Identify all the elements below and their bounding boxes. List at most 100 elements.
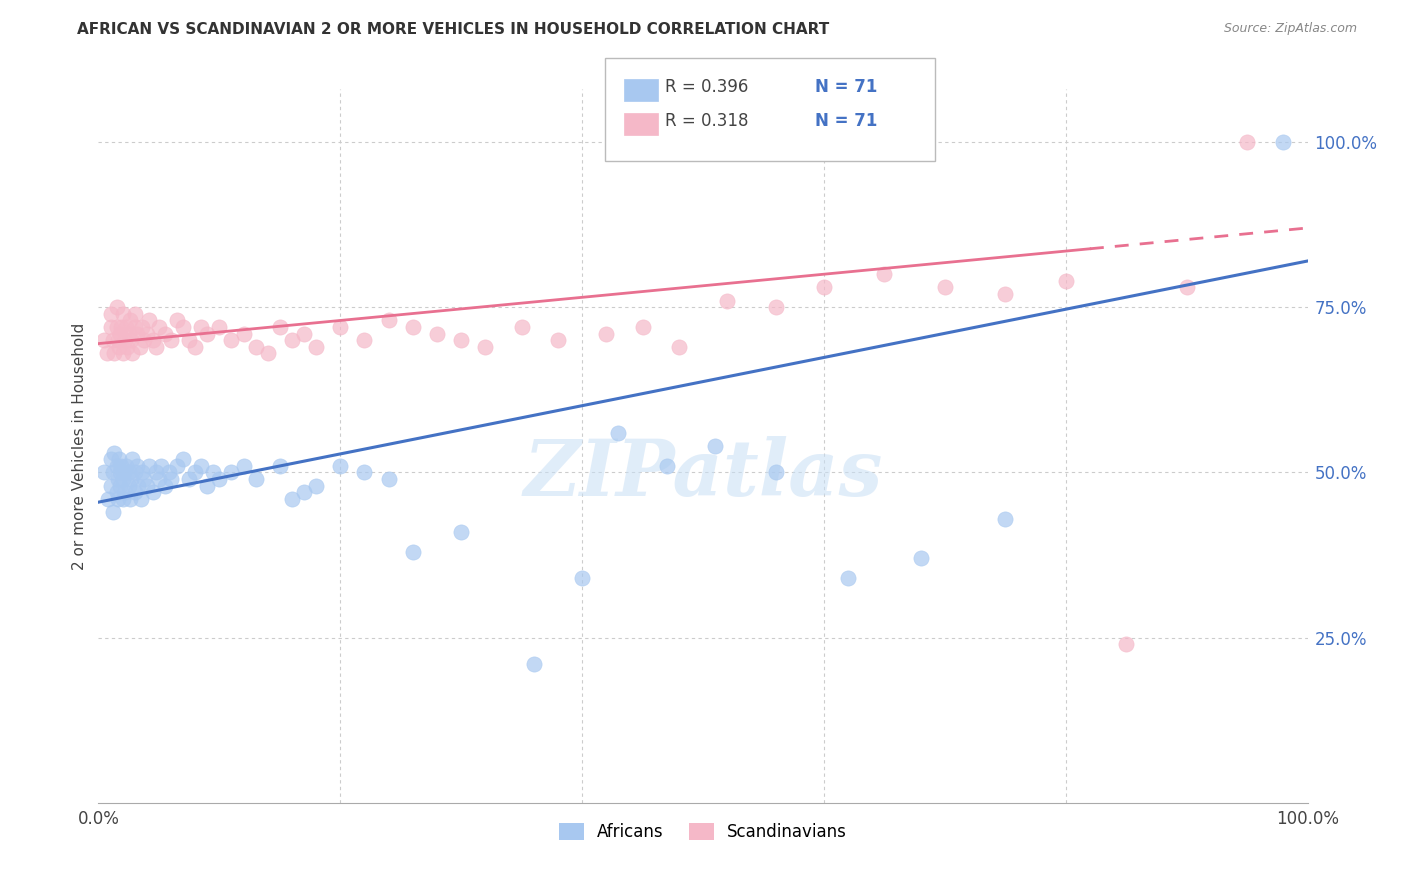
Point xyxy=(208,320,231,334)
Point xyxy=(426,326,449,341)
Point xyxy=(1115,637,1137,651)
Point xyxy=(221,466,243,480)
Point xyxy=(765,466,787,480)
Point xyxy=(118,478,141,492)
Point xyxy=(129,491,152,506)
Point xyxy=(127,458,149,473)
Text: R = 0.396: R = 0.396 xyxy=(665,78,748,96)
Point xyxy=(716,293,738,308)
Point xyxy=(101,505,124,519)
Point xyxy=(127,326,149,341)
Point xyxy=(105,300,128,314)
Point xyxy=(134,472,156,486)
Point xyxy=(595,326,617,341)
Point xyxy=(510,320,533,334)
Point xyxy=(402,545,425,559)
Point xyxy=(107,333,129,347)
Point xyxy=(117,340,139,354)
Point xyxy=(994,287,1017,301)
Point xyxy=(353,466,375,480)
Point xyxy=(166,313,188,327)
Point xyxy=(160,472,183,486)
Point xyxy=(131,320,153,334)
Point xyxy=(195,326,218,341)
Point xyxy=(281,491,304,506)
Point xyxy=(100,452,122,467)
Point xyxy=(124,307,146,321)
Point xyxy=(114,485,136,500)
Point xyxy=(474,340,496,354)
Point xyxy=(93,466,115,480)
Point xyxy=(377,472,399,486)
Point xyxy=(97,491,120,506)
Point xyxy=(128,340,150,354)
Point xyxy=(111,472,134,486)
Point xyxy=(245,472,267,486)
Point xyxy=(232,326,254,341)
Point xyxy=(124,466,146,480)
Point xyxy=(655,458,678,473)
Point xyxy=(547,333,569,347)
Point xyxy=(305,478,328,492)
Point xyxy=(179,333,201,347)
Point xyxy=(135,478,157,492)
Point xyxy=(873,267,896,281)
Point xyxy=(172,452,194,467)
Point xyxy=(135,326,157,341)
Point xyxy=(281,333,304,347)
Point xyxy=(103,445,125,459)
Point xyxy=(124,485,146,500)
Point xyxy=(292,326,315,341)
Point xyxy=(108,340,131,354)
Point xyxy=(837,571,859,585)
Point xyxy=(402,320,425,334)
Point xyxy=(100,307,122,321)
Point xyxy=(704,439,727,453)
Point xyxy=(96,346,118,360)
Text: R = 0.318: R = 0.318 xyxy=(665,112,748,130)
Point xyxy=(100,478,122,492)
Point xyxy=(107,472,129,486)
Point xyxy=(127,478,149,492)
Point xyxy=(131,466,153,480)
Point xyxy=(142,333,165,347)
Text: ZIPatlas: ZIPatlas xyxy=(523,436,883,513)
Point xyxy=(292,485,315,500)
Point xyxy=(1054,274,1077,288)
Point xyxy=(108,326,131,341)
Point xyxy=(269,458,291,473)
Point xyxy=(256,346,278,360)
Text: N = 71: N = 71 xyxy=(815,112,877,130)
Point xyxy=(120,472,142,486)
Point xyxy=(329,320,352,334)
Point xyxy=(607,425,630,440)
Point xyxy=(142,485,165,500)
Point xyxy=(184,466,207,480)
Point xyxy=(179,472,201,486)
Point xyxy=(145,340,167,354)
Point xyxy=(120,333,142,347)
Point xyxy=(1236,135,1258,149)
Point xyxy=(121,346,143,360)
Text: N = 71: N = 71 xyxy=(815,78,877,96)
Point xyxy=(93,333,115,347)
Point xyxy=(118,491,141,506)
Point xyxy=(450,524,472,539)
Point xyxy=(934,280,956,294)
Point xyxy=(157,466,180,480)
Point xyxy=(232,458,254,473)
Legend: Africans, Scandinavians: Africans, Scandinavians xyxy=(553,816,853,848)
Point xyxy=(110,458,132,473)
Point xyxy=(108,466,131,480)
Text: AFRICAN VS SCANDINAVIAN 2 OR MORE VEHICLES IN HOUSEHOLD CORRELATION CHART: AFRICAN VS SCANDINAVIAN 2 OR MORE VEHICL… xyxy=(77,22,830,37)
Point xyxy=(108,478,131,492)
Point xyxy=(1272,135,1295,149)
Point xyxy=(329,458,352,473)
Point xyxy=(111,491,134,506)
Point xyxy=(450,333,472,347)
Point xyxy=(153,478,176,492)
Point xyxy=(124,320,146,334)
Point xyxy=(105,320,128,334)
Point xyxy=(668,340,690,354)
Point xyxy=(118,313,141,327)
